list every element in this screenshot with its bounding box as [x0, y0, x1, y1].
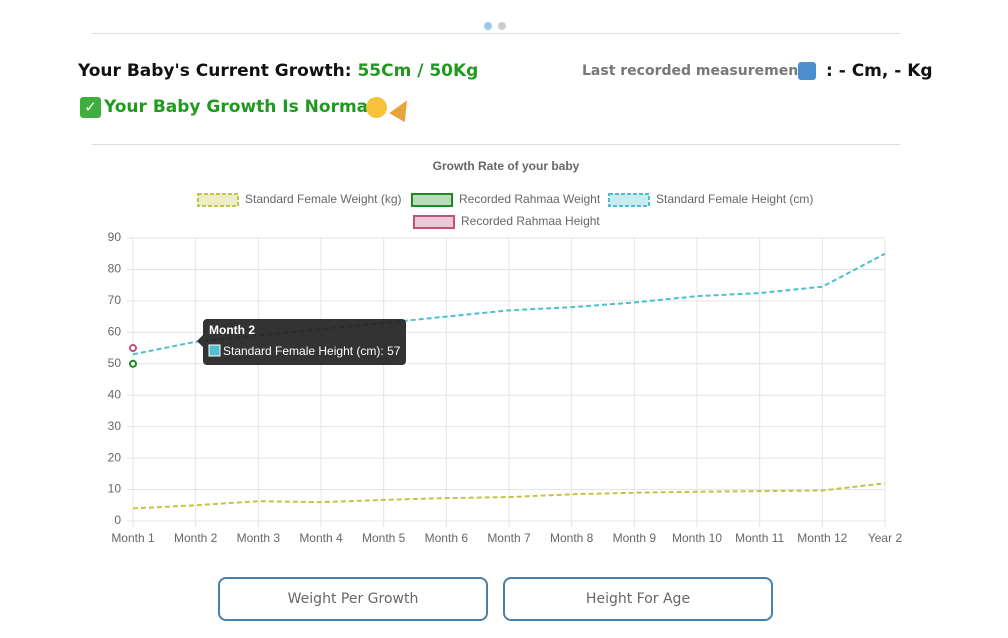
- status: Your Baby Growth Is Normal: [104, 97, 374, 117]
- weight-button[interactable]: Weight Per Growth: [218, 577, 488, 621]
- scale-icon: [798, 62, 816, 80]
- x-tick-label: Month 9: [613, 531, 657, 545]
- height-button[interactable]: Height For Age: [503, 577, 773, 621]
- y-tick-label: 50: [108, 356, 122, 370]
- legend-swatch: [411, 193, 453, 207]
- x-tick-label: Month 11: [735, 531, 784, 545]
- y-tick-label: 40: [108, 387, 122, 401]
- x-tick-label: Month 7: [487, 531, 531, 545]
- pager: [484, 15, 506, 34]
- divider: [92, 33, 900, 34]
- x-tick-label: Year 2: [868, 531, 903, 545]
- chart: Growth Rate of your baby 0 10 20 30 40 50 60 70…: [108, 159, 903, 545]
- legend-label: Standard Female Height (cm): [656, 192, 813, 206]
- tooltip-box: [197, 319, 406, 365]
- tooltip-swatch: [208, 344, 221, 357]
- y-tick-label: 90: [108, 230, 122, 244]
- last-value: : - Cm, - Kg: [826, 61, 933, 81]
- x-tick-label: Month 4: [299, 531, 343, 545]
- legend-swatch: [608, 193, 650, 207]
- y-tick-label: 70: [108, 293, 122, 307]
- smile-icon: [366, 97, 387, 118]
- y-tick-label: 30: [108, 419, 122, 433]
- legend-label: Recorded Rahmaa Height: [461, 214, 600, 228]
- growth-label: Your Baby's Current Growth:: [78, 61, 352, 81]
- tooltip-text: Standard Female Height (cm): 57: [223, 344, 401, 358]
- y-tick-label: 0: [114, 513, 121, 527]
- legend-swatch: [413, 215, 455, 229]
- chart-title: Growth Rate of your baby: [433, 159, 580, 173]
- growth: Your Baby's Current Growth: 55Cm / 50Kg: [78, 61, 478, 81]
- x-tick-label: Month 5: [362, 531, 406, 545]
- x-tick-label: Month 6: [425, 531, 469, 545]
- y-tick-label: 10: [108, 482, 122, 496]
- x-tick-label: Month 10: [672, 531, 722, 545]
- x-tick-label: Month 1: [111, 531, 155, 545]
- x-tick-label: Month 12: [797, 531, 847, 545]
- x-tick-label: Month 3: [237, 531, 281, 545]
- y-tick-label: 60: [108, 325, 122, 339]
- legend-label: Standard Female Weight (kg): [245, 192, 402, 206]
- tooltip-title: Month 2: [209, 323, 255, 337]
- y-tick-label: 20: [108, 450, 122, 464]
- series-line: [132, 482, 886, 510]
- series-line: [132, 252, 886, 356]
- x-tick-label: Month 2: [174, 531, 218, 545]
- growth-value: 55Cm / 50Kg: [357, 61, 479, 81]
- check-icon: ✓: [80, 97, 101, 118]
- legend-label: Recorded Rahmaa Weight: [459, 192, 601, 206]
- data-point: [129, 359, 137, 368]
- x-tick-label: Month 8: [550, 531, 594, 545]
- y-tick-label: 80: [108, 262, 122, 276]
- legend-swatch: [197, 193, 239, 207]
- data-point: [129, 344, 137, 353]
- divider: [92, 144, 900, 145]
- last-label: Last recorded measurements: [582, 63, 814, 79]
